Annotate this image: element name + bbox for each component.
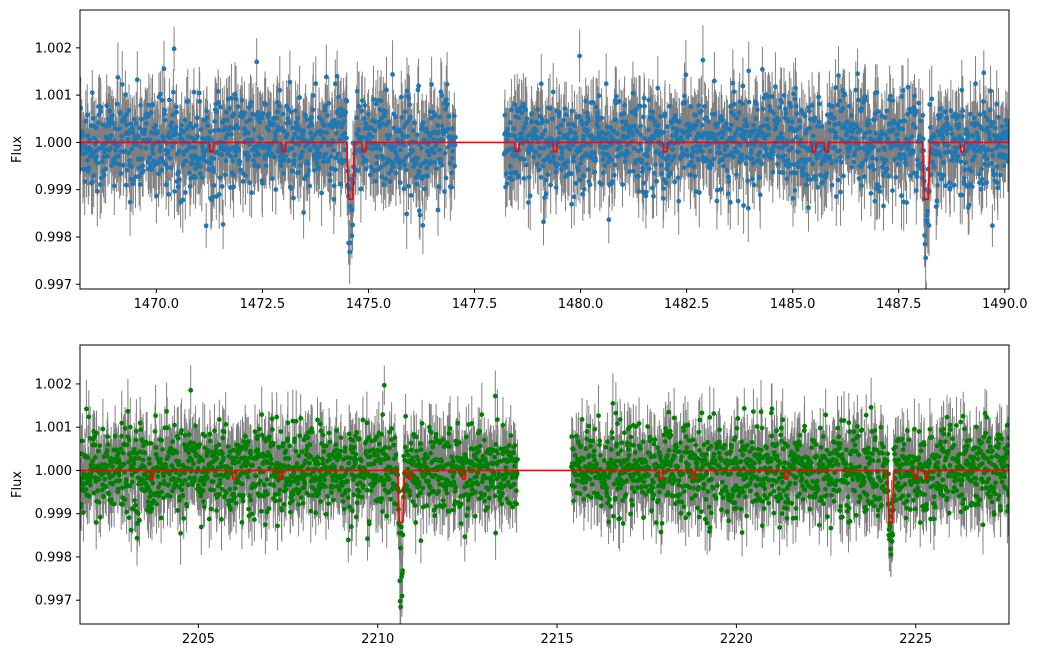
x-tick-label: 2205	[182, 632, 215, 647]
y-tick-label: 1.000	[35, 464, 72, 479]
y-tick-label: 1.000	[35, 136, 72, 151]
flux-points	[80, 382, 1009, 610]
x-tick-label: 1470.0	[134, 297, 180, 312]
y-tick-label: 0.998	[35, 550, 72, 565]
y-tick-label: 1.001	[35, 421, 72, 436]
y-tick-label: 1.002	[35, 41, 72, 56]
data-points-group	[80, 46, 1009, 261]
y-tick-label: 0.998	[35, 230, 72, 245]
y-tick-label: 1.002	[35, 377, 72, 392]
x-tick-label: 1487.5	[876, 297, 922, 312]
transit-model-line	[80, 141, 1009, 200]
y-tick-label: 1.001	[35, 89, 72, 104]
top-plot-area	[80, 25, 1009, 289]
x-tick-label: 2225	[899, 632, 932, 647]
y-axis-label: Flux	[10, 471, 25, 498]
top-light-curve-panel: 1470.0 1472.5 1475.0 1477.5 1480.0 1482.5 1485…	[10, 9, 1028, 312]
bottom-light-curve-panel: 2205 2210 2215 2220 2225 0.997 0.998 0.999 1.000…	[10, 344, 1010, 647]
x-tick-label: 1477.5	[452, 297, 498, 312]
y-axis-label: Flux	[10, 136, 25, 163]
x-tick-label: 2220	[720, 632, 753, 647]
transit-model-line	[80, 469, 1009, 524]
x-tick-label: 1482.5	[664, 297, 710, 312]
axes-frame	[79, 9, 1010, 290]
data-points-group	[80, 382, 1009, 610]
flux-points	[80, 46, 1009, 261]
y-tick-label: 0.997	[35, 594, 72, 609]
y-tick-label: 0.999	[35, 183, 72, 198]
x-tick-label: 1480.0	[558, 297, 604, 312]
x-tick-label: 1485.0	[770, 297, 816, 312]
x-tick-label: 1490.0	[982, 297, 1028, 312]
x-tick-label: 2215	[541, 632, 574, 647]
x-tick-label: 1475.0	[346, 297, 392, 312]
axes-frame	[79, 344, 1010, 625]
y-tick-label: 0.999	[35, 507, 72, 522]
x-tick-label: 1472.5	[240, 297, 286, 312]
bottom-plot-area	[80, 365, 1009, 624]
x-tick-label: 2210	[361, 632, 394, 647]
y-tick-label: 0.997	[35, 278, 72, 293]
